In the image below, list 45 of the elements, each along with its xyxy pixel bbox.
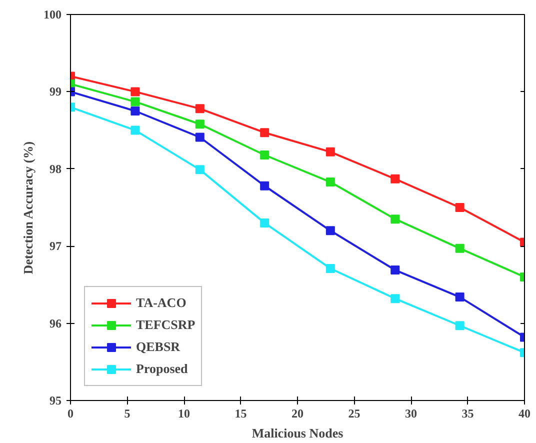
y-tick-label: 98 [50, 162, 62, 176]
legend-label: TA-ACO [136, 295, 186, 311]
point [455, 244, 464, 253]
x-tick-label: 0 [68, 406, 74, 420]
point [130, 97, 140, 106]
y-tick-label: 95 [50, 394, 62, 408]
point [260, 150, 270, 160]
x-axis-title: Malicious Nodes [252, 426, 344, 440]
point [326, 178, 335, 187]
point [195, 120, 204, 129]
point [455, 292, 464, 302]
x-tick-label: 40 [518, 406, 530, 420]
point [455, 321, 464, 330]
point [390, 214, 400, 224]
x-tick-label: 20 [292, 406, 304, 420]
point [326, 147, 335, 156]
y-tick-label: 100 [44, 8, 62, 22]
legend-label: TEFCSRP [136, 317, 196, 333]
x-tick-label: 30 [405, 406, 417, 420]
x-tick-label: 5 [124, 406, 130, 420]
point [260, 218, 270, 228]
point [390, 266, 400, 275]
point [130, 87, 140, 96]
point [195, 104, 204, 114]
point [195, 165, 204, 174]
point [326, 226, 335, 236]
point [260, 181, 270, 190]
y-axis-title: Detection Accuracy (%) [20, 141, 36, 274]
x-tick-label: 15 [234, 406, 247, 420]
point [390, 294, 400, 304]
point [130, 126, 140, 135]
y-tick-label: 96 [50, 316, 62, 330]
point [390, 174, 400, 184]
x-tick-label: 25 [348, 406, 360, 420]
y-tick-label: 97 [50, 239, 62, 254]
point [260, 128, 270, 138]
x-tick-label: 35 [462, 406, 474, 420]
legend-label: Proposed [136, 361, 188, 377]
y-tick-label: 99 [50, 84, 62, 99]
point [195, 132, 204, 142]
legend-label: QEBSR [136, 339, 180, 355]
x-tick-label: 10 [178, 406, 190, 420]
point [455, 203, 464, 212]
point [130, 106, 140, 116]
point [326, 264, 335, 273]
